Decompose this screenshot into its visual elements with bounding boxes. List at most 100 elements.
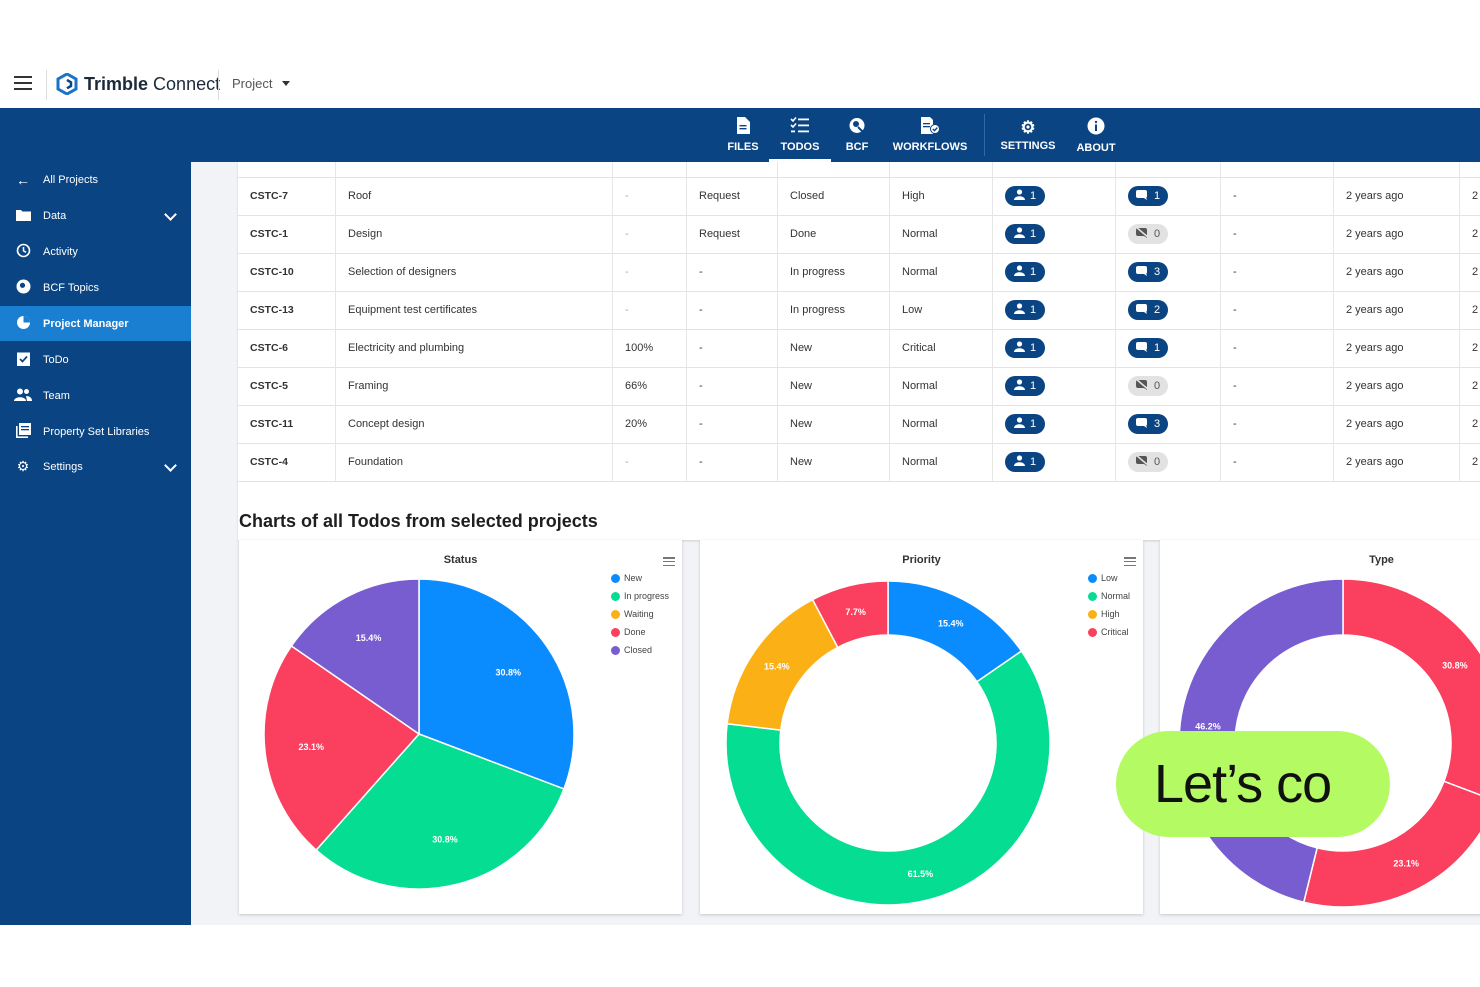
assignees-badge[interactable]: 1 bbox=[1005, 376, 1045, 396]
comments-badge[interactable]: 2 bbox=[1128, 300, 1169, 320]
table-cell: - bbox=[1221, 291, 1334, 329]
user-icon bbox=[1013, 379, 1025, 393]
todo-priority: Normal bbox=[902, 456, 938, 468]
table-cell: - bbox=[687, 405, 778, 443]
comment-off-icon bbox=[1135, 454, 1150, 469]
team-icon bbox=[14, 388, 32, 404]
status-pie-chart: 30.8% 30.8% 23.1% 15.4% bbox=[263, 578, 575, 890]
chart-menu-icon[interactable] bbox=[1124, 557, 1136, 566]
comments-badge[interactable]: 3 bbox=[1128, 414, 1169, 434]
arrow-left-icon: ← bbox=[16, 171, 30, 188]
comments-badge[interactable]: 0 bbox=[1128, 376, 1169, 396]
user-icon bbox=[1013, 303, 1025, 317]
legend-item[interactable]: Low bbox=[1088, 569, 1130, 587]
tab-bcf-label: BCF bbox=[845, 141, 869, 153]
comments-badge[interactable]: 0 bbox=[1128, 452, 1169, 472]
chart-slice-closed[interactable] bbox=[290, 578, 420, 736]
legend-item[interactable]: Critical bbox=[1088, 623, 1130, 641]
legend-item[interactable]: High bbox=[1088, 605, 1130, 623]
comments-badge[interactable]: 3 bbox=[1128, 262, 1169, 282]
tab-settings[interactable]: ⚙ SETTINGS bbox=[1000, 108, 1056, 162]
chevron-down-icon[interactable] bbox=[164, 459, 177, 472]
legend-item[interactable]: Normal bbox=[1088, 587, 1130, 605]
assignees-badge[interactable]: 1 bbox=[1005, 300, 1045, 320]
sidebar-item-all-projects[interactable]: ← All Projects bbox=[0, 162, 191, 197]
todo-extra: - bbox=[1233, 228, 1237, 240]
table-cell bbox=[1334, 162, 1460, 177]
table-row[interactable]: CSTC-6 Electricity and plumbing 100% - New Cr… bbox=[238, 329, 1480, 368]
sidebar-item-property-set-libraries[interactable]: Property Set Libraries bbox=[0, 414, 191, 449]
table-cell: - bbox=[613, 215, 687, 253]
assignees-badge[interactable]: 1 bbox=[1005, 224, 1045, 244]
bcf-icon bbox=[848, 117, 866, 138]
table-cell: - bbox=[687, 253, 778, 291]
hamburger-menu-icon[interactable] bbox=[14, 76, 32, 90]
sidebar-item-project-manager[interactable]: Project Manager bbox=[0, 306, 191, 341]
legend-item[interactable]: New bbox=[611, 569, 669, 587]
chevron-down-icon[interactable] bbox=[164, 208, 177, 221]
legend-item[interactable]: Done bbox=[611, 623, 669, 641]
todo-progress: - bbox=[625, 190, 629, 202]
table-cell bbox=[890, 162, 993, 177]
assignees-badge[interactable]: 1 bbox=[1005, 262, 1045, 282]
legend-item[interactable]: Closed bbox=[611, 641, 669, 659]
sidebar-item-label: Property Set Libraries bbox=[43, 425, 150, 438]
sidebar-item-bcf-topics[interactable]: BCF Topics bbox=[0, 270, 191, 305]
tab-files[interactable]: FILES bbox=[727, 108, 759, 162]
chart-slice-new[interactable] bbox=[418, 578, 575, 790]
table-cell: Equipment test certificates bbox=[336, 291, 613, 329]
todo-priority: Normal bbox=[902, 266, 938, 278]
sidebar-item-todo[interactable]: ToDo bbox=[0, 342, 191, 377]
table-cell: Selection of designers bbox=[336, 253, 613, 291]
chart-slice-critical[interactable] bbox=[811, 580, 889, 649]
table-row[interactable]: CSTC-11 Concept design 20% - New Normal 1 3 - 2 y… bbox=[238, 405, 1480, 444]
main-navbar: FILES TODOS BCF WORKFLOWS ⚙ SETTINGS bbox=[0, 108, 1480, 162]
chart-card-status: Status 30.8% 30.8% 23.1% 15.4% New In progre… bbox=[239, 540, 682, 914]
tab-about[interactable]: ABOUT bbox=[1076, 108, 1116, 162]
legend-marker bbox=[611, 609, 620, 619]
chart-slice-normal[interactable] bbox=[725, 650, 1051, 906]
trimble-connect-logo[interactable]: Trimble Connect bbox=[56, 73, 220, 95]
table-cell: CSTC-10 bbox=[238, 253, 336, 291]
legend-item[interactable]: In progress bbox=[611, 587, 669, 605]
table-cell: New bbox=[778, 329, 890, 367]
sidebar-item-team[interactable]: Team bbox=[0, 378, 191, 413]
chart-slice[interactable] bbox=[1342, 578, 1480, 801]
project-dropdown[interactable]: Project bbox=[232, 76, 291, 91]
badge-count: 1 bbox=[1029, 342, 1037, 354]
sidebar-item-settings[interactable]: ⚙ Settings bbox=[0, 449, 191, 484]
assignees-badge[interactable]: 1 bbox=[1005, 186, 1045, 206]
table-row[interactable]: CSTC-13 Equipment test certificates - - In p… bbox=[238, 291, 1480, 330]
workflow-icon bbox=[920, 117, 940, 138]
project-dropdown-label: Project bbox=[232, 76, 273, 91]
sidebar-item-activity[interactable]: Activity bbox=[0, 234, 191, 269]
sidebar-item-data[interactable]: Data bbox=[0, 198, 191, 233]
assignees-badge[interactable]: 1 bbox=[1005, 338, 1045, 358]
info-icon bbox=[1087, 117, 1105, 139]
table-cell: - bbox=[1221, 329, 1334, 367]
sidebar-item-label: All Projects bbox=[43, 173, 99, 186]
comments-badge[interactable]: 1 bbox=[1128, 338, 1169, 358]
chart-menu-icon[interactable] bbox=[663, 557, 675, 566]
todo-updated: 2 years ago bbox=[1346, 418, 1404, 430]
table-row[interactable]: CSTC-10 Selection of designers - - In progre… bbox=[238, 253, 1480, 292]
table-row[interactable]: CSTC-5 Framing 66% - New Normal 1 0 - 2 years ago… bbox=[238, 367, 1480, 406]
comments-badge[interactable]: 1 bbox=[1128, 186, 1169, 206]
chart-slice-in-progress[interactable] bbox=[315, 733, 565, 890]
comment-icon bbox=[1136, 189, 1149, 203]
table-row[interactable]: CSTC-4 Foundation - - New Normal 1 0 - 2 years ag… bbox=[238, 443, 1480, 482]
badge-count: 1 bbox=[1154, 342, 1161, 354]
tab-workflows[interactable]: WORKFLOWS bbox=[893, 108, 967, 162]
table-row[interactable]: CSTC-1 Design - Request Done Normal 1 0 - 2 years… bbox=[238, 215, 1480, 254]
tab-todos[interactable]: TODOS bbox=[769, 108, 831, 162]
assignees-badge[interactable]: 1 bbox=[1005, 414, 1045, 434]
priority-donut-chart: 15.4% 61.5% 15.4% 7.7% bbox=[725, 580, 1051, 906]
chart-slice-done[interactable] bbox=[263, 644, 421, 852]
todo-status: New bbox=[790, 342, 813, 354]
todo-priority: Normal bbox=[902, 228, 938, 240]
legend-item[interactable]: Waiting bbox=[611, 605, 669, 623]
table-row[interactable]: CSTC-7 Roof - Request Closed High 1 1 - 2 years a… bbox=[238, 177, 1480, 216]
comments-badge[interactable]: 0 bbox=[1128, 224, 1169, 244]
tab-bcf[interactable]: BCF bbox=[843, 108, 871, 162]
assignees-badge[interactable]: 1 bbox=[1005, 452, 1045, 472]
